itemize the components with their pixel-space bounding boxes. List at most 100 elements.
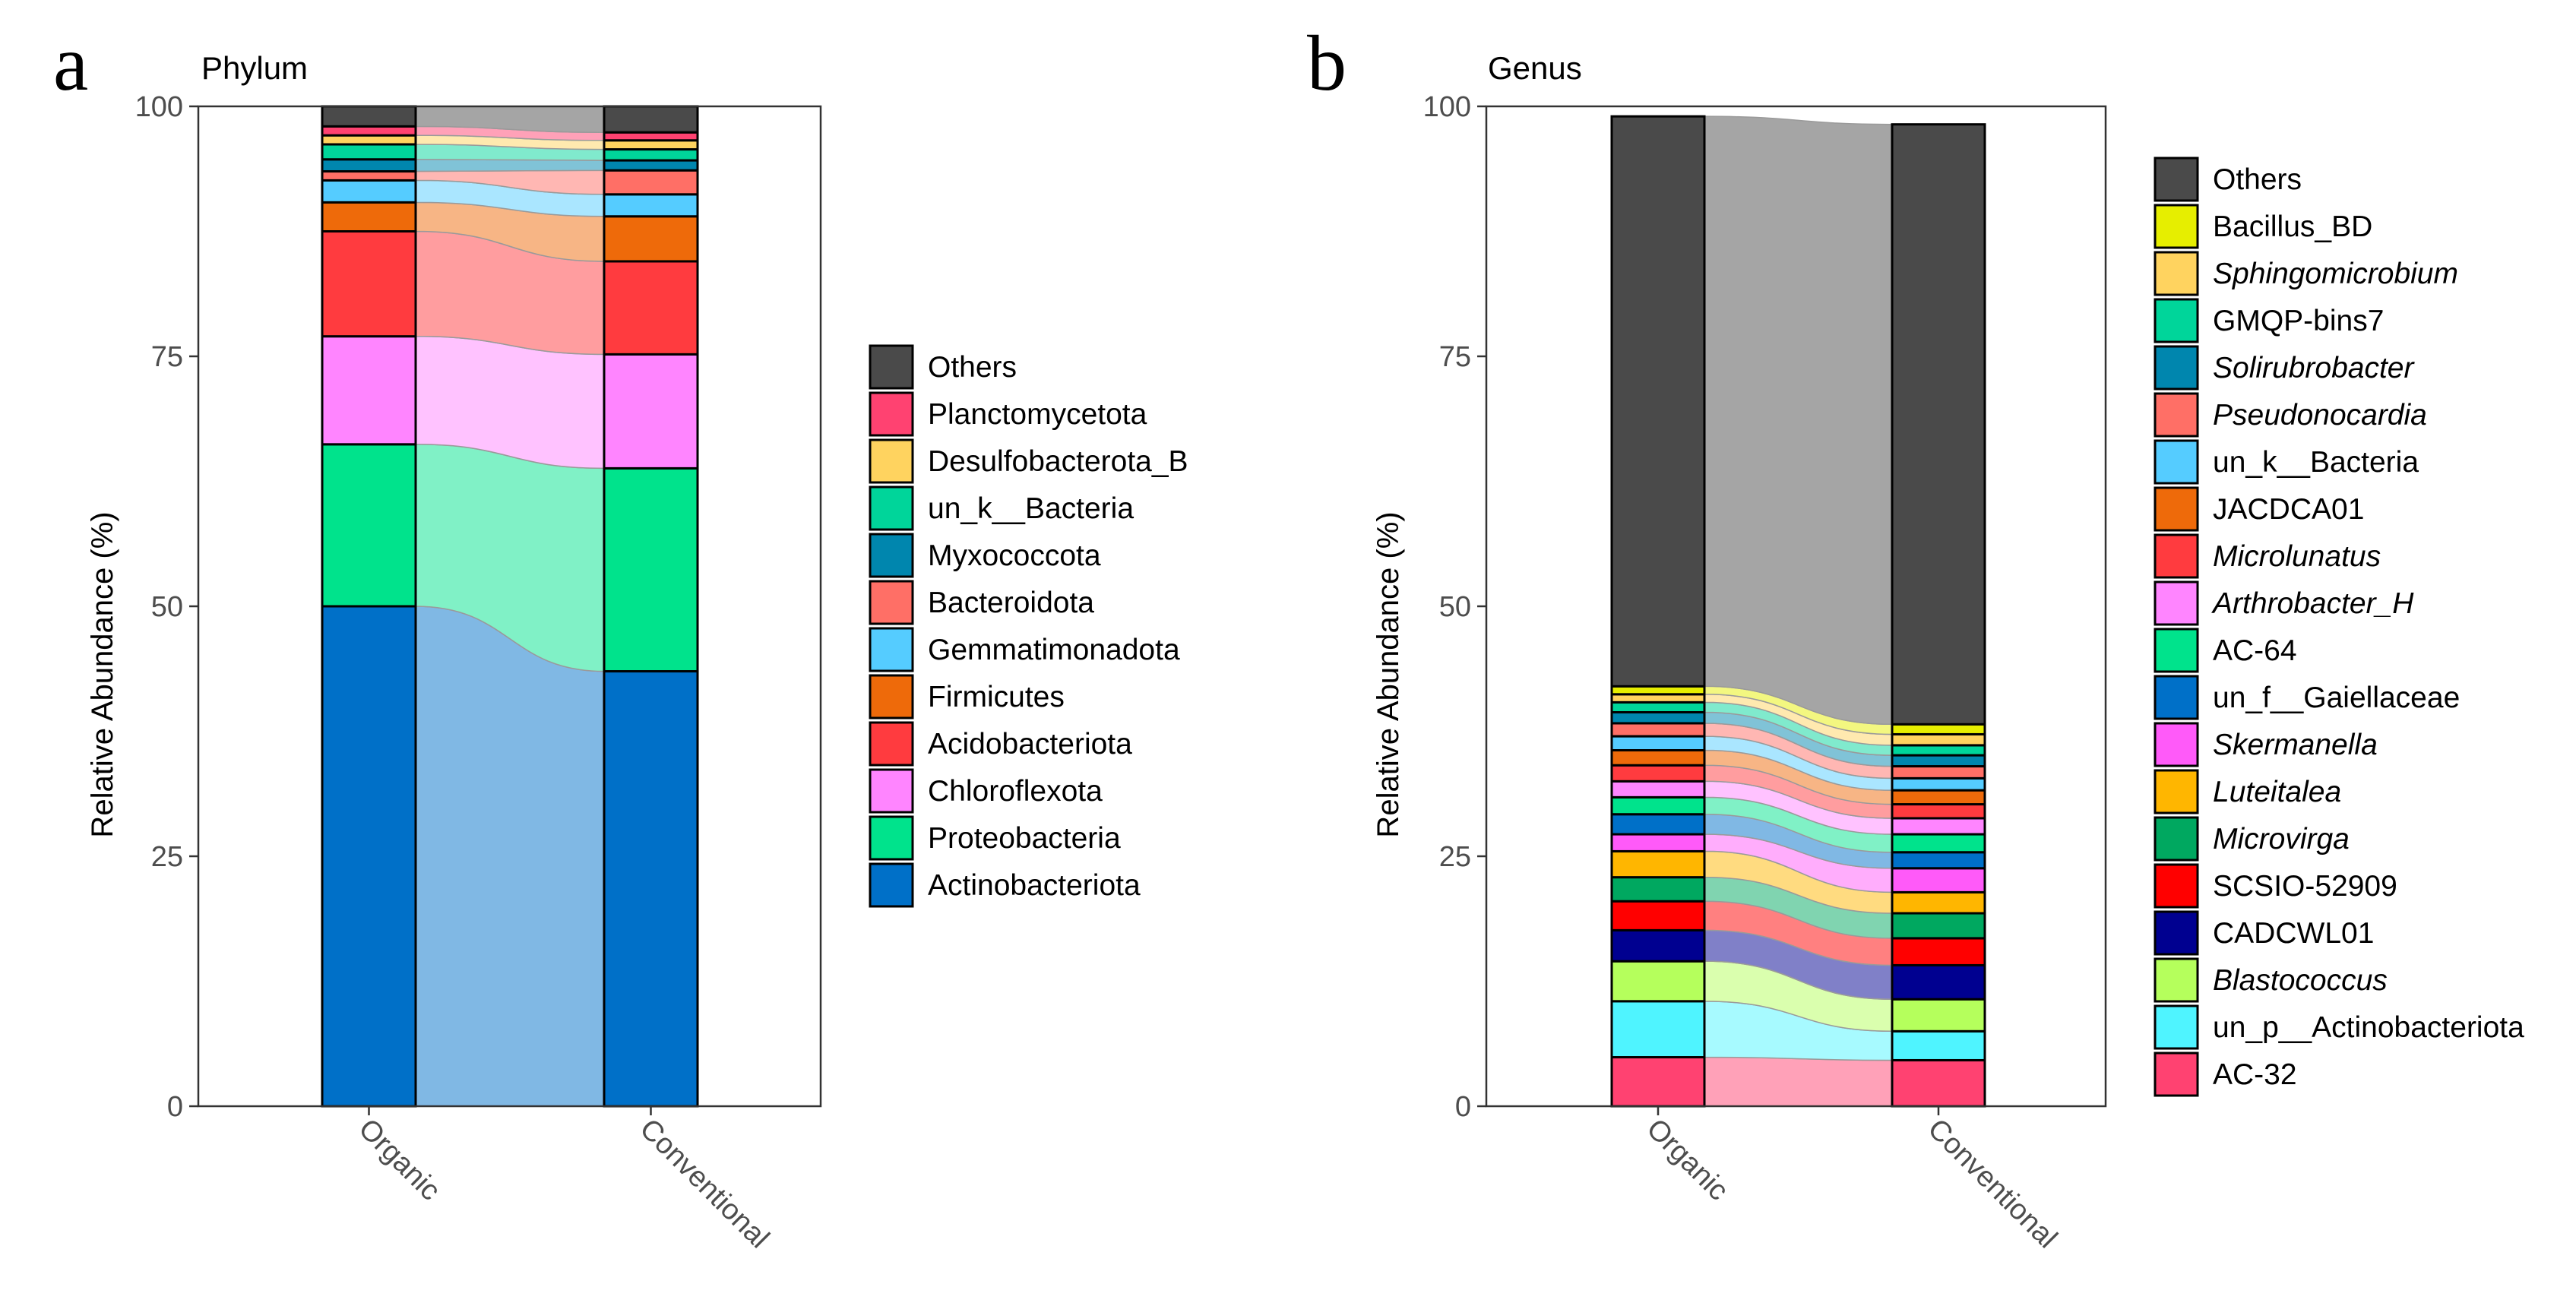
bar-segment-organic-desulfobacterota-b [321, 134, 417, 146]
bar-segment-conventional-ac-64 [1891, 833, 1986, 854]
bar-segment-organic-ac-32 [1610, 1056, 1706, 1108]
legend-swatch-solirubrobacter [2154, 345, 2199, 391]
legend-label-arthrobacter-h: Arthrobacter_H [2211, 587, 2414, 620]
panel-b-flows [1704, 115, 1893, 1107]
bar-segment-organic-bacillus-bd [1610, 685, 1706, 696]
bar-segment-conventional-microvirga [1891, 912, 1986, 940]
panel-b-bars [1610, 115, 1986, 1108]
bar-segment-organic-luteitalea [1610, 849, 1706, 879]
legend-label-sphingomicrobium: Sphingomicrobium [2213, 258, 2458, 290]
panel-b-legend: Others Bacillus_BD Sphingomicrobium GMQP-bi… [2154, 157, 2524, 1097]
bar-segment-organic-gmqp-bins7 [1610, 701, 1706, 713]
y-tick-label-75: 75 [151, 341, 183, 373]
legend-swatch-arthrobacter-h [2154, 580, 2199, 626]
legend-swatch-ac-64 [2154, 628, 2199, 673]
legend-label-microvirga: Microvirga [2213, 823, 2350, 855]
legend-label-skermanella: Skermanella [2213, 729, 2378, 761]
panel-a-title: Phylum [201, 50, 308, 86]
bar-segment-organic-scsio-52909 [1610, 900, 1706, 931]
legend-label-chloroflexota: Chloroflexota [928, 775, 1103, 808]
legend-swatch-un-k-bacteria [2154, 439, 2199, 485]
panel-b-x-axis: Organic Conventional [1641, 1106, 2063, 1254]
bar-segment-conventional-firmicutes [603, 215, 699, 263]
y-tick-label-50: 50 [1439, 591, 1471, 623]
bar-segment-conventional-un-k-bacteria [603, 148, 699, 162]
bar-segment-organic-jacdca01 [1610, 749, 1706, 767]
panel-a-y-axis-label: Relative Abundance (%) [86, 511, 119, 837]
legend-swatch-planctomycetota [869, 391, 914, 437]
legend-label-un-k-bacteria: un_k__Bacteria [2213, 446, 2419, 479]
legend-label-others: Others [928, 351, 1017, 384]
panel-a-label: a [53, 20, 88, 107]
legend-label-luteitalea: Luteitalea [2213, 776, 2341, 808]
bar-segment-conventional-blastococcus [1891, 998, 1986, 1033]
bar-segment-conventional-desulfobacterota-b [603, 139, 699, 151]
bar-segment-organic-bacteroidota [321, 170, 417, 182]
bar-segment-organic-acidobacteriota [321, 230, 417, 338]
bar-segment-organic-un-k-bacteria [321, 143, 417, 161]
bar-segment-organic-ac-64 [1610, 795, 1706, 816]
bar-segment-organic-proteobacteria [321, 443, 417, 608]
y-tick-label-100: 100 [135, 91, 183, 123]
y-tick-label-0: 0 [167, 1091, 183, 1123]
bar-segment-organic-planctomycetota [321, 125, 417, 137]
legend-label-un-f-gaiellaceae: un_f__Gaiellaceae [2213, 682, 2460, 714]
legend-swatch-gemmatimonadota [869, 627, 914, 672]
legend-swatch-myxococcota [869, 533, 914, 578]
flow-others [1704, 115, 1893, 726]
legend-label-ac-32: AC-32 [2213, 1058, 2297, 1091]
bar-segment-organic-firmicutes [321, 201, 417, 232]
legend-label-bacteroidota: Bacteroidota [928, 587, 1094, 619]
legend-swatch-ac-32 [2154, 1052, 2199, 1097]
panel-a: a Phylum Relative Abundance (%) 0 25 50 75 1… [53, 20, 1188, 1254]
x-tick-label-organic: Organic [1641, 1113, 1735, 1207]
bar-segment-conventional-chloroflexota [603, 353, 699, 470]
panel-b-title: Genus [1488, 50, 1582, 86]
legend-label-planctomycetota: Planctomycetota [928, 398, 1147, 431]
panel-b-label: b [1307, 20, 1347, 107]
legend-label-desulfobacterota-b: Desulfobacterota_B [928, 445, 1188, 478]
x-tick-label-organic: Organic [353, 1113, 447, 1207]
flow-myxococcota [415, 158, 605, 172]
legend-label-cadcwl01: CADCWL01 [2213, 917, 2374, 950]
legend-label-firmicutes: Firmicutes [928, 681, 1065, 713]
legend-label-gemmatimonadota: Gemmatimonadota [928, 634, 1180, 666]
y-tick-label-0: 0 [1455, 1091, 1471, 1123]
y-tick-label-25: 25 [151, 841, 183, 873]
bar-segment-organic-solirubrobacter [1610, 710, 1706, 725]
bar-segment-conventional-bacteroidota [603, 169, 699, 196]
bar-segment-conventional-planctomycetota [603, 131, 699, 142]
legend-swatch-others [2154, 157, 2199, 202]
bar-segment-organic-myxococcota [321, 158, 417, 173]
legend-swatch-chloroflexota [869, 768, 914, 814]
legend-swatch-jacdca01 [2154, 486, 2199, 532]
legend-swatch-un-f-gaiellaceae [2154, 675, 2199, 720]
bar-segment-conventional-scsio-52909 [1891, 937, 1986, 966]
legend-swatch-bacteroidota [869, 580, 914, 625]
bar-segment-conventional-bacillus-bd [1891, 723, 1986, 735]
bar-segment-conventional-proteobacteria [603, 466, 699, 673]
y-tick-label-25: 25 [1439, 841, 1471, 873]
legend-swatch-acidobacteriota [869, 721, 914, 767]
bar-segment-conventional-solirubrobacter [1891, 754, 1986, 768]
panel-a-x-axis: Organic Conventional [353, 1106, 775, 1254]
bar-segment-organic-skermanella [1610, 833, 1706, 852]
bar-segment-conventional-un-k-bacteria [1891, 776, 1986, 792]
legend-label-acidobacteriota: Acidobacteriota [928, 728, 1132, 761]
y-tick-label-75: 75 [1439, 341, 1471, 373]
bar-segment-organic-un-k-bacteria [1610, 735, 1706, 752]
flow-actinobacteriota [415, 606, 605, 1107]
bar-segment-organic-sphingomicrobium [1610, 693, 1706, 704]
bar-segment-conventional-cadcwl01 [1891, 963, 1986, 1001]
legend-label-un-k-bacteria: un_k__Bacteria [928, 492, 1134, 525]
legend-swatch-desulfobacterota-b [869, 438, 914, 484]
bar-segment-organic-microvirga [1610, 876, 1706, 903]
legend-swatch-microlunatus [2154, 533, 2199, 579]
bar-segment-conventional-jacdca01 [1891, 789, 1986, 806]
bar-segment-organic-others [321, 105, 417, 128]
legend-swatch-firmicutes [869, 674, 914, 719]
bar-segment-conventional-acidobacteriota [603, 260, 699, 356]
legend-swatch-un-p-actinobacteriota [2154, 1004, 2199, 1050]
bar-segment-conventional-actinobacteriota [603, 670, 699, 1108]
